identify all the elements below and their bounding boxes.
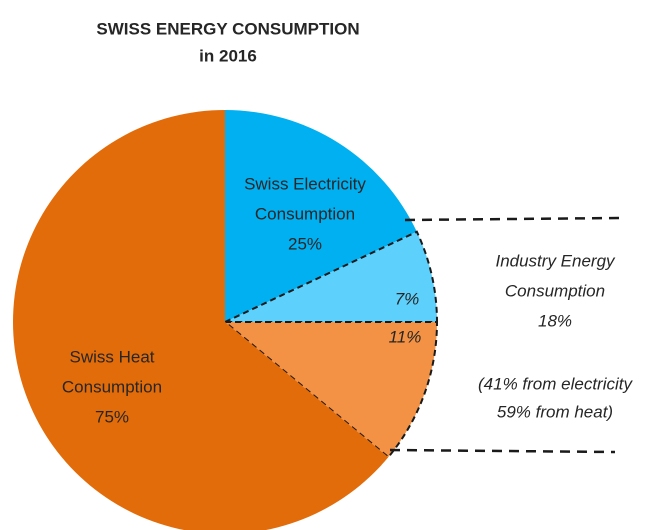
group-label: Swiss Electricity [244, 174, 366, 193]
group-label: Consumption [62, 377, 162, 396]
slice-label: 11% [389, 327, 422, 346]
leader-line [404, 216, 621, 222]
group-note: (41% from electricity [478, 374, 633, 393]
group-label: Industry Energy [495, 251, 616, 270]
chart-title: in 2016 [199, 46, 257, 65]
pie-slice [225, 110, 417, 322]
group-label: 75% [95, 407, 129, 426]
chart-title: SWISS ENERGY CONSUMPTION [96, 19, 359, 38]
group-label: Consumption [505, 281, 605, 300]
group-label: Swiss Heat [69, 347, 154, 366]
group-note: 59% from heat) [497, 402, 613, 421]
pie [13, 110, 439, 530]
pie-slice [222, 321, 439, 459]
group-label: 18% [538, 311, 572, 330]
pie-slice [13, 110, 389, 530]
group-label: Consumption [255, 204, 355, 223]
slice-label: 7% [395, 289, 420, 308]
leader-line [389, 448, 616, 454]
group-label: 25% [288, 234, 322, 253]
